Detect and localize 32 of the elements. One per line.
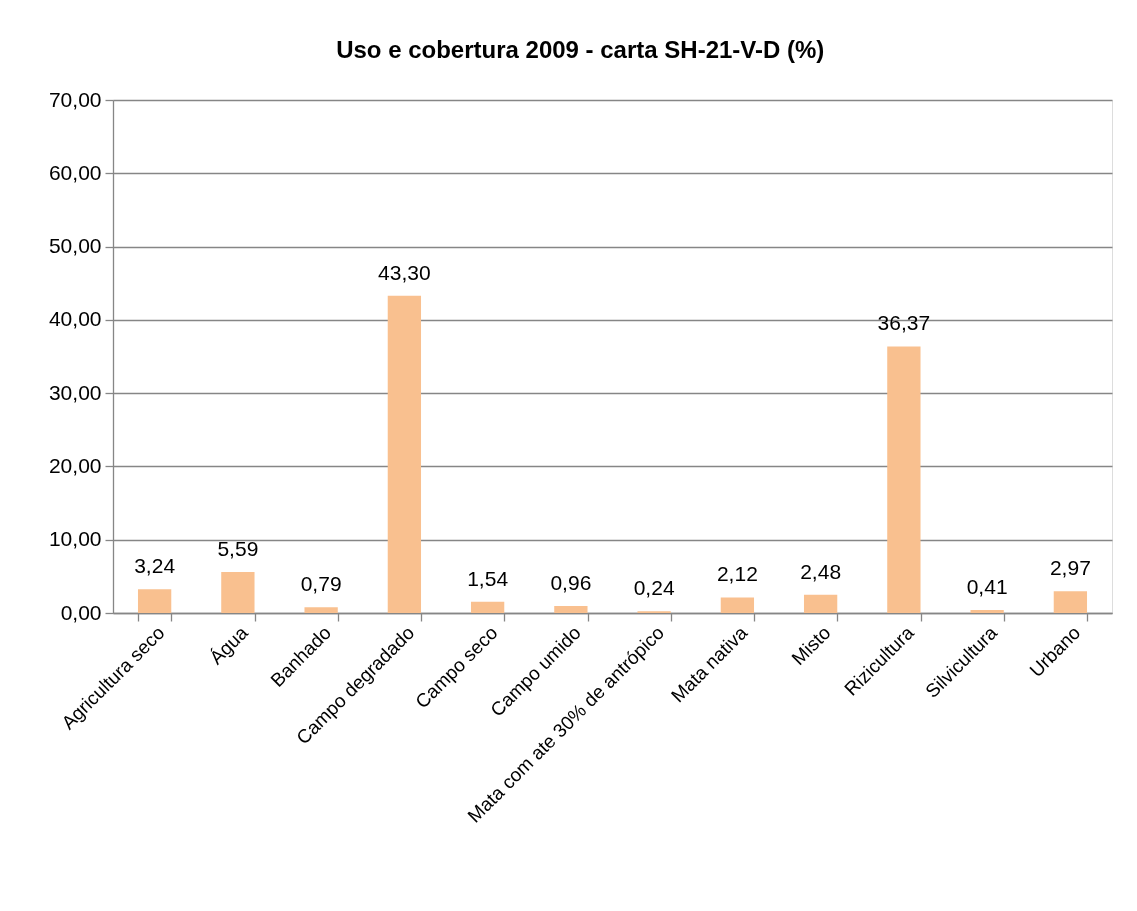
data-label: 3,24 — [134, 554, 176, 578]
bar — [554, 605, 588, 613]
y-tick-label: 70,00 — [48, 87, 102, 111]
y-tick-label: 0,00 — [60, 600, 102, 624]
data-label: 43,30 — [378, 260, 431, 284]
bar — [470, 601, 505, 613]
bar — [1053, 591, 1088, 613]
y-tick-label: 60,00 — [48, 160, 102, 184]
chart-title: Uso e cobertura 2009 - carta SH-21-V-D (%) — [336, 36, 825, 63]
bar — [221, 572, 255, 613]
y-tick-label: 50,00 — [48, 234, 102, 258]
data-label: 2,97 — [1049, 556, 1091, 580]
data-label: 0,96 — [550, 570, 592, 594]
data-label: 2,48 — [800, 559, 842, 583]
bar — [970, 610, 1004, 613]
y-tick-label: 20,00 — [48, 453, 102, 477]
data-label: 0,24 — [633, 576, 675, 600]
y-tick-label: 40,00 — [48, 307, 102, 331]
bar — [720, 597, 755, 613]
bar — [137, 589, 172, 613]
data-label: 36,37 — [877, 311, 931, 335]
data-label: 0,41 — [966, 575, 1008, 598]
data-label: 0,79 — [300, 572, 342, 596]
bar — [803, 594, 838, 613]
bar — [887, 346, 921, 613]
bar — [304, 607, 338, 613]
data-label: 1,54 — [467, 566, 509, 590]
bar — [387, 295, 422, 613]
y-tick-label: 10,00 — [48, 527, 102, 551]
y-tick-label: 30,00 — [48, 380, 102, 404]
data-label: 2,12 — [716, 562, 758, 586]
data-label: 5,59 — [217, 537, 259, 561]
